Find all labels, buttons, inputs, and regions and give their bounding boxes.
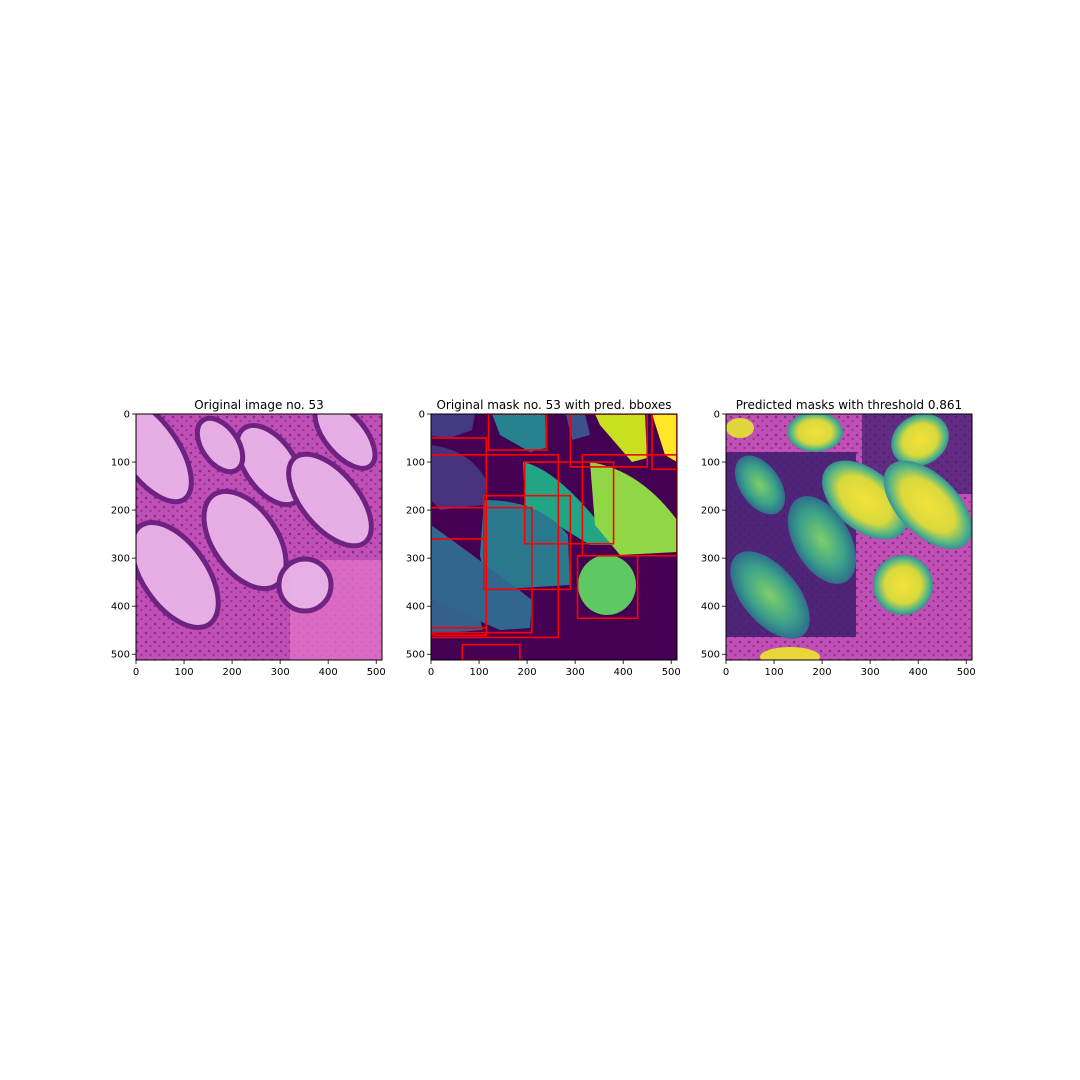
y-tick-label: 200 — [701, 506, 720, 517]
y-tick-label: 0 — [714, 410, 720, 421]
y-tick-label: 500 — [111, 650, 130, 661]
y-tick-label: 100 — [111, 458, 130, 469]
x-tick-label: 100 — [175, 667, 194, 678]
y-axis: 0 100 200 300 400 500 — [701, 410, 726, 661]
x-tick-label: 100 — [765, 667, 784, 678]
panel-title: Original image no. 53 — [194, 398, 324, 412]
predicted-mask-overlay — [715, 403, 988, 667]
y-tick-label: 300 — [111, 554, 130, 565]
y-tick-label: 0 — [419, 410, 425, 421]
x-tick-label: 300 — [861, 667, 880, 678]
tissue-image — [93, 385, 387, 660]
y-tick-label: 400 — [701, 602, 720, 613]
x-tick-label: 500 — [367, 667, 386, 678]
x-tick-label: 0 — [428, 667, 434, 678]
x-tick-label: 200 — [518, 667, 537, 678]
panel-mask-bboxes: Original mask no. 53 with pred. bboxes 0… — [406, 398, 681, 678]
panel-original-image: Original image no. 53 0 100 200 300 400 500 0… — [93, 385, 387, 678]
x-tick-label: 300 — [566, 667, 585, 678]
x-axis: 0 100 200 300 400 500 — [428, 660, 681, 678]
x-axis: 0 100 200 300 400 500 — [723, 660, 976, 678]
y-tick-label: 200 — [406, 506, 425, 517]
y-tick-label: 400 — [111, 602, 130, 613]
x-tick-label: 400 — [319, 667, 338, 678]
y-tick-label: 300 — [701, 554, 720, 565]
y-tick-label: 300 — [406, 554, 425, 565]
x-axis: 0 100 200 300 400 500 — [133, 660, 386, 678]
x-tick-label: 300 — [271, 667, 290, 678]
x-tick-label: 200 — [813, 667, 832, 678]
x-tick-label: 0 — [723, 667, 729, 678]
x-tick-label: 200 — [223, 667, 242, 678]
x-tick-label: 400 — [614, 667, 633, 678]
y-tick-label: 500 — [406, 650, 425, 661]
x-tick-label: 500 — [662, 667, 681, 678]
panel-title: Predicted masks with threshold 0.861 — [736, 398, 962, 412]
x-tick-label: 100 — [470, 667, 489, 678]
y-axis: 0 100 200 300 400 500 — [111, 410, 136, 661]
y-tick-label: 100 — [701, 458, 720, 469]
x-tick-label: 500 — [957, 667, 976, 678]
y-tick-label: 500 — [701, 650, 720, 661]
panel-title: Original mask no. 53 with pred. bboxes — [436, 398, 671, 412]
panel-predicted-masks: Predicted masks with threshold 0.861 0 10… — [701, 398, 988, 678]
x-tick-label: 400 — [909, 667, 928, 678]
y-axis: 0 100 200 300 400 500 — [406, 410, 431, 661]
y-tick-label: 400 — [406, 602, 425, 613]
y-tick-label: 0 — [124, 410, 130, 421]
y-tick-label: 200 — [111, 506, 130, 517]
x-tick-label: 0 — [133, 667, 139, 678]
mask-image — [431, 414, 677, 660]
y-tick-label: 100 — [406, 458, 425, 469]
